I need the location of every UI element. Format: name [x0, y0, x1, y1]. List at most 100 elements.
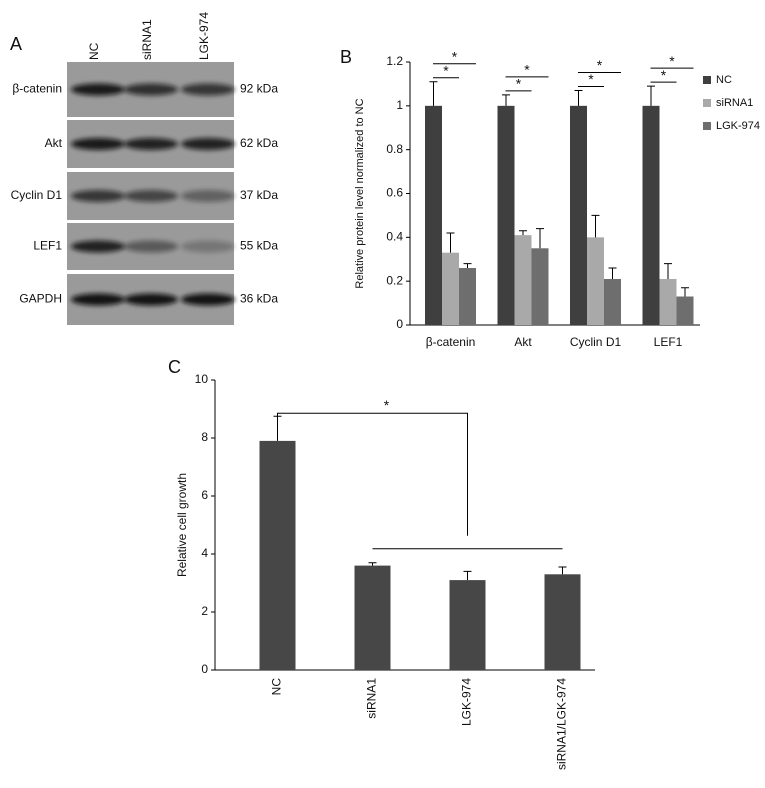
- error-bar: [591, 214, 600, 238]
- lane-label: LGK-974: [197, 12, 211, 60]
- y-tick-label: 0.8: [386, 142, 403, 156]
- legend-label: siRNA1: [716, 97, 753, 109]
- error-bar: [368, 562, 377, 566]
- y-tick-label: 8: [201, 430, 208, 444]
- blot-band: [124, 190, 178, 202]
- significance-label: *: [516, 76, 522, 92]
- blot-band: [181, 138, 235, 150]
- significance-label: *: [597, 57, 603, 73]
- protein-label: LEF1: [33, 239, 62, 253]
- error-bar: [664, 263, 672, 279]
- bar: [442, 252, 459, 325]
- error-bar: [446, 232, 455, 253]
- x-tick-label: LEF1: [654, 335, 683, 349]
- lane-label: NC: [87, 42, 101, 60]
- bar: [531, 248, 549, 325]
- bar: [425, 105, 442, 325]
- bar: [659, 278, 677, 325]
- blot-band: [71, 190, 125, 202]
- y-tick-label: 0: [201, 662, 208, 676]
- significance-label: *: [524, 62, 530, 78]
- legend-label: LGK-974: [716, 120, 760, 132]
- size-label: 37 kDa: [240, 188, 278, 202]
- size-label: 92 kDa: [240, 82, 278, 96]
- y-tick-label: 1.2: [386, 54, 403, 68]
- x-tick-label: siRNA1/LGK-974: [555, 678, 569, 770]
- lane-label: siRNA1: [140, 19, 154, 60]
- size-label: 36 kDa: [240, 292, 278, 306]
- bar: [676, 296, 694, 325]
- panel-label: B: [340, 47, 352, 67]
- significance-bracket: [277, 412, 468, 536]
- error-bar: [681, 287, 689, 297]
- significance-label: *: [669, 53, 675, 69]
- error-bar: [574, 89, 583, 106]
- error-bar: [536, 228, 544, 249]
- bar: [514, 235, 532, 325]
- blot-band: [71, 240, 125, 253]
- bar: [449, 580, 486, 670]
- blot-band: [124, 138, 178, 150]
- blot-band: [71, 138, 125, 150]
- y-tick-label: 1: [396, 98, 403, 112]
- significance-label: *: [661, 67, 667, 83]
- blot-band: [71, 293, 125, 306]
- bar: [497, 105, 515, 325]
- y-tick-label: 2: [201, 604, 208, 618]
- bar: [570, 105, 587, 325]
- blot-band: [124, 240, 178, 253]
- legend-swatch: [703, 99, 711, 107]
- legend-label: NC: [716, 74, 732, 86]
- significance-label: *: [443, 62, 449, 78]
- y-tick-label: 0.4: [386, 230, 403, 244]
- bar: [459, 268, 476, 325]
- error-bar: [519, 230, 527, 236]
- error-bar: [463, 570, 472, 581]
- blot-band: [181, 293, 235, 306]
- legend-swatch: [703, 76, 711, 84]
- significance-label: *: [588, 71, 594, 87]
- x-tick-label: siRNA1: [365, 678, 379, 719]
- y-tick-label: 4: [201, 546, 208, 560]
- y-tick-label: 0.6: [386, 186, 403, 200]
- y-tick-label: 0: [396, 317, 403, 331]
- significance-label: *: [452, 48, 458, 64]
- protein-label: β-catenin: [12, 82, 62, 96]
- size-label: 55 kDa: [240, 239, 278, 253]
- y-axis-label: Relative cell growth: [175, 473, 189, 577]
- x-tick-label: LGK-974: [460, 678, 474, 726]
- blot-band: [124, 293, 178, 306]
- legend-swatch: [703, 122, 711, 130]
- blot-band: [181, 190, 235, 202]
- bar: [642, 105, 660, 325]
- error-bar: [502, 94, 510, 106]
- bar: [604, 278, 621, 325]
- y-tick-label: 10: [195, 372, 209, 386]
- y-tick-label: 6: [201, 488, 208, 502]
- bar: [544, 574, 581, 670]
- y-axis-label: Relative protein level normalized to NC: [354, 98, 366, 288]
- blot-band: [181, 83, 235, 96]
- error-bar: [558, 566, 567, 575]
- bar: [354, 565, 391, 670]
- bar: [587, 237, 604, 325]
- error-bar: [647, 85, 655, 106]
- bar: [259, 440, 296, 670]
- significance-label: *: [384, 397, 390, 413]
- error-bar: [463, 263, 472, 269]
- panel-label: C: [168, 357, 181, 377]
- x-tick-label: β-catenin: [426, 335, 476, 349]
- protein-label: GAPDH: [19, 292, 62, 306]
- protein-label: Akt: [45, 136, 63, 150]
- protein-label: Cyclin D1: [11, 188, 63, 202]
- error-bar: [429, 81, 438, 106]
- blot-band: [124, 83, 178, 96]
- blot-band: [181, 240, 235, 253]
- x-tick-label: Akt: [514, 335, 532, 349]
- x-tick-label: Cyclin D1: [570, 335, 622, 349]
- x-tick-label: NC: [270, 678, 284, 696]
- y-tick-label: 0.2: [386, 273, 403, 287]
- error-bar: [608, 267, 617, 279]
- panel-label: A: [10, 34, 22, 54]
